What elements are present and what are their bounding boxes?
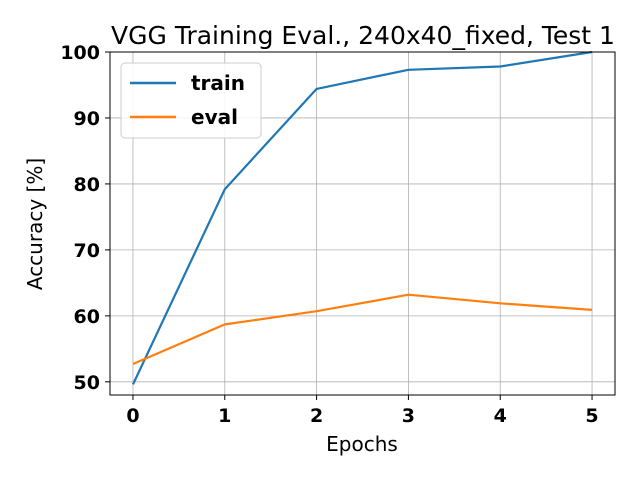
series-line-eval xyxy=(132,293,593,366)
chart-title: VGG Training Eval., 240x40_fixed, Test 1 xyxy=(111,21,615,50)
y-tick-label: 100 xyxy=(60,42,100,64)
legend-label-train: train xyxy=(191,71,245,95)
y-tick-label: 90 xyxy=(74,108,100,130)
legend: train eval xyxy=(120,62,262,139)
legend-label-eval: eval xyxy=(191,105,238,129)
y-tick-label: 70 xyxy=(74,240,100,262)
y-tick-label: 80 xyxy=(74,174,100,196)
x-tick-label: 4 xyxy=(494,405,507,427)
x-tick-label: 1 xyxy=(218,405,231,427)
series-lines xyxy=(132,50,593,385)
y-tick-label: 50 xyxy=(74,372,100,394)
y-tick-label: 60 xyxy=(74,306,100,328)
grid-lines xyxy=(110,51,615,395)
axis-ticks: 0 1 2 3 4 5 50 60 70 80 90 100 xyxy=(60,42,598,427)
x-tick-label: 2 xyxy=(310,405,323,427)
y-axis-label: Accuracy [%] xyxy=(23,158,47,290)
x-tick-label: 0 xyxy=(126,405,139,427)
x-tick-label: 3 xyxy=(402,405,415,427)
x-axis-label: Epochs xyxy=(326,432,398,456)
x-tick-label: 5 xyxy=(585,405,598,427)
series-line-train xyxy=(132,50,593,385)
plot-frame xyxy=(109,51,616,396)
